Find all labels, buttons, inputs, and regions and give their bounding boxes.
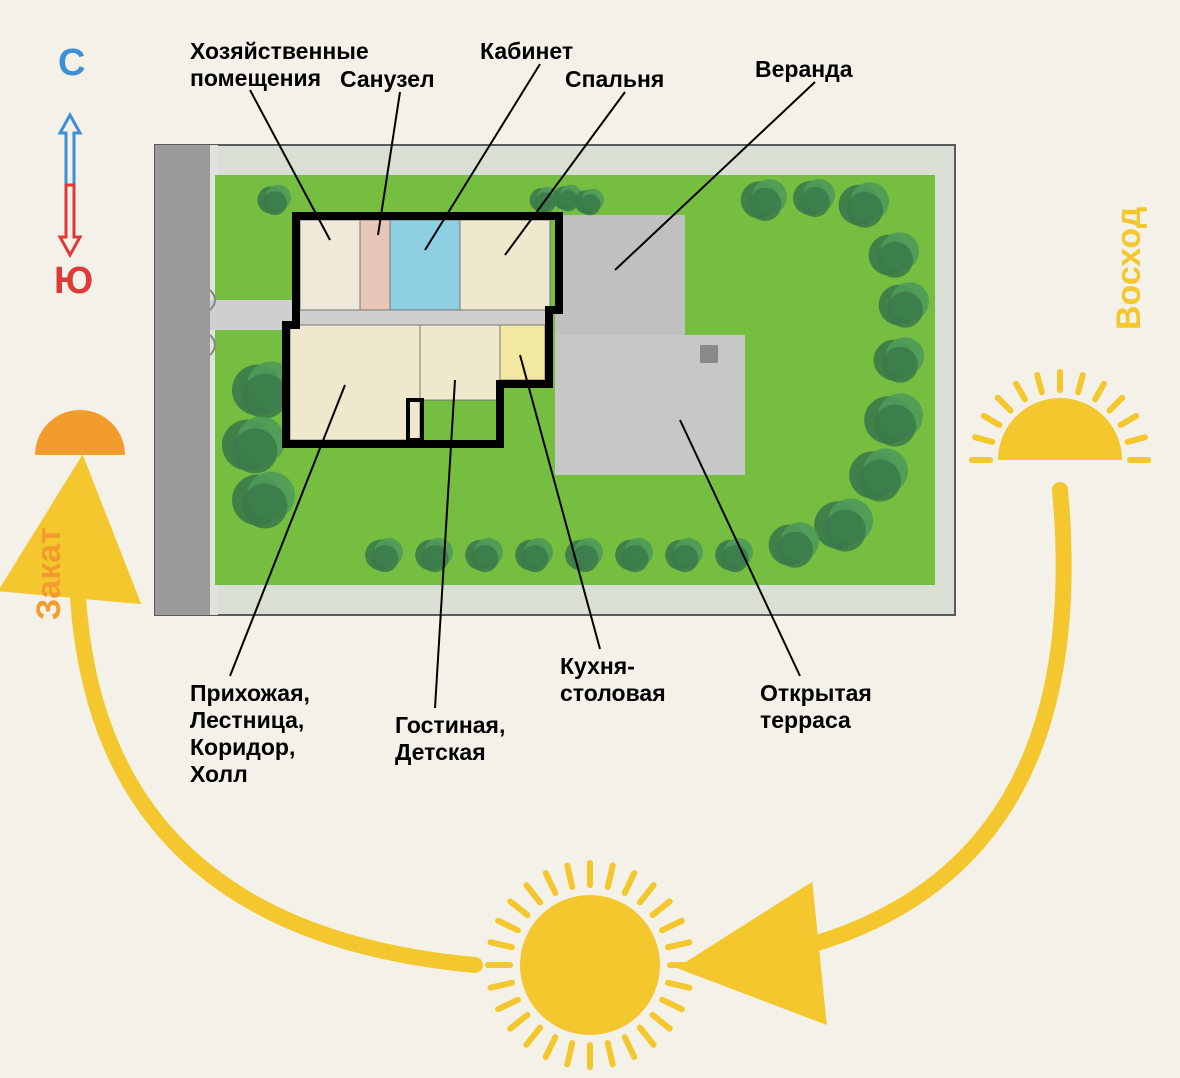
compass-south: Ю — [54, 260, 93, 303]
room-label: Кабинет — [480, 38, 573, 65]
room-label: Гостиная, Детская — [395, 712, 505, 766]
room-label: Кухня- столовая — [560, 653, 666, 707]
room-label: Веранда — [755, 56, 853, 83]
room-label: Прихожая, Лестница, Коридор, Холл — [190, 680, 310, 788]
compass-north: С — [58, 42, 85, 85]
room-label: Санузел — [340, 66, 435, 93]
room-label: Спальня — [565, 66, 664, 93]
east-label: Восход — [1110, 207, 1149, 330]
west-label: Закат — [30, 527, 69, 620]
room-label: Открытая терраса — [760, 680, 872, 734]
diagram-stage — [0, 0, 1180, 1078]
